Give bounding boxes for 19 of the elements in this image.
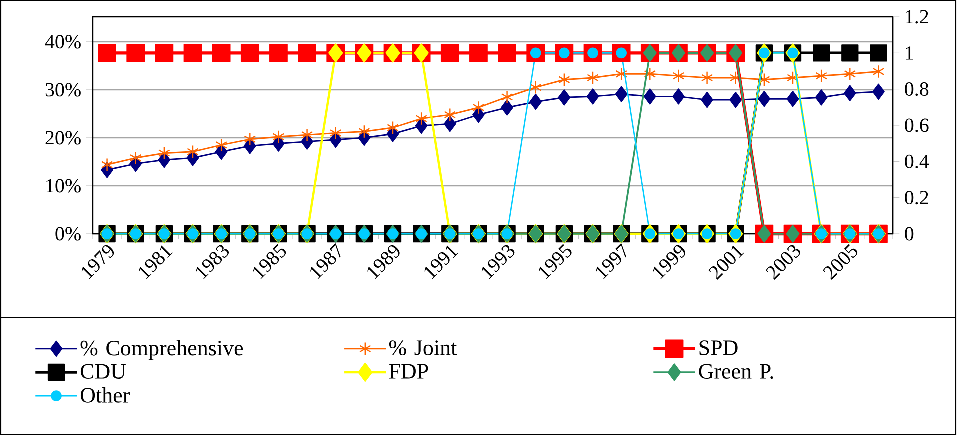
y2-tick-label: 0.4 [905,154,930,168]
legend-label: Green P. [699,364,774,380]
legend-label: CDU [80,364,126,379]
legend-label: % Comprehensive [80,340,244,360]
y-tick-label: 20% [46,131,81,145]
y2-tick-label: 1.2 [906,10,928,24]
y2-tick-label: 0.2 [905,191,928,205]
y-tick-label: 40% [45,35,81,49]
legend-label: % Joint [389,340,458,356]
y2-tick-label: 0 [905,227,914,241]
legend-label: FDP [389,364,428,379]
y-tick-label: 30% [46,83,81,97]
y2-tick-label: 0.6 [905,118,929,132]
y-tick-label: 0% [56,227,81,241]
y2-tick-label: 1 [906,46,914,60]
legend-label: SPD [700,340,738,356]
y-tick-label: 10% [46,179,81,193]
y2-tick-label: 0.8 [905,82,929,96]
legend-label: Other [80,387,130,403]
